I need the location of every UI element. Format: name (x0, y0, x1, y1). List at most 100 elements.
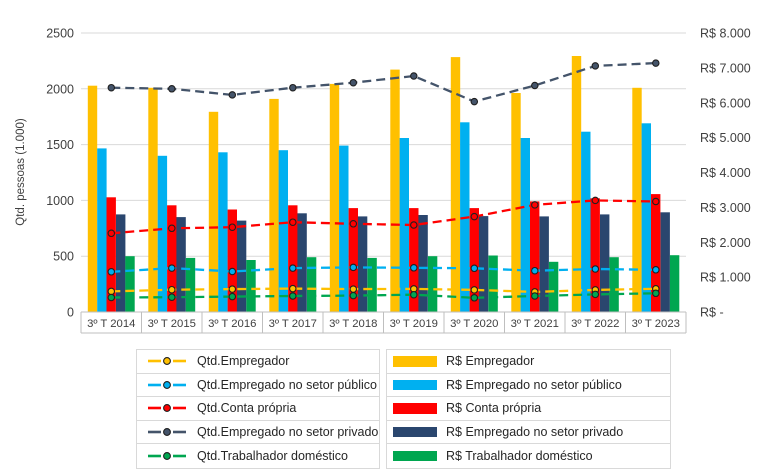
data-point-marker (531, 81, 539, 90)
bar (469, 208, 479, 312)
bar (669, 255, 680, 312)
data-point-marker (107, 287, 116, 296)
data-point-marker (349, 220, 358, 228)
bar (329, 83, 340, 313)
x-axis-category-label: 3º T 2017 (269, 318, 317, 330)
bar (269, 98, 279, 313)
bar (571, 56, 582, 312)
bar (218, 152, 228, 312)
legend-item: R$ Trabalhador doméstico (387, 444, 670, 468)
x-axis-category-label: 3º T 2020 (450, 318, 498, 330)
x-axis-category-label: 3º T 2019 (390, 318, 438, 330)
legend-color-swatch-icon (393, 426, 437, 438)
data-point-marker (652, 197, 660, 206)
data-point-marker (470, 264, 479, 273)
legend-item: R$ Empregado no setor privado (387, 421, 670, 445)
data-point-marker (410, 290, 418, 299)
bar (418, 215, 428, 312)
data-point-marker (591, 196, 600, 205)
bar (357, 216, 368, 312)
legend-line-marker-icon (148, 357, 186, 366)
bar (148, 87, 158, 312)
bar (450, 57, 461, 312)
x-axis-category-label: 3º T 2015 (148, 318, 196, 330)
data-line (111, 61, 656, 103)
data-line (111, 292, 656, 299)
bar (600, 214, 610, 312)
bar (539, 216, 549, 312)
bar (227, 209, 237, 312)
right-axis-tick-label: R$ 2.000 (700, 236, 751, 250)
bar (660, 212, 670, 312)
legend-label: R$ Empregador (446, 354, 535, 369)
bar (157, 155, 168, 312)
legend-line-series: Qtd.Empregador Qtd.Empregado no setor púb… (136, 349, 380, 469)
data-point-marker (289, 218, 297, 226)
bar (278, 150, 288, 312)
left-axis-tick-label: 500 (53, 250, 74, 264)
bar (236, 220, 247, 312)
left-axis-tick-label: 2000 (46, 82, 74, 96)
legend-color-swatch-icon (393, 403, 437, 414)
data-point-marker (107, 83, 116, 92)
legend-color-swatch-icon (393, 379, 437, 391)
bar (246, 260, 256, 312)
legend-color-swatch-icon (393, 450, 437, 462)
right-axis-tick-label: R$ 5.000 (700, 131, 751, 145)
data-point-marker (168, 285, 176, 294)
legend-label: Qtd.Trabalhador doméstico (197, 449, 349, 464)
data-point-marker (107, 229, 116, 238)
data-point-marker (168, 293, 176, 301)
data-line (111, 287, 656, 294)
legend-item: Qtd.Empregado no setor privado (137, 421, 379, 445)
right-axis-tick-label: R$ 7.000 (700, 61, 751, 75)
bar (651, 194, 661, 312)
bar (632, 87, 642, 312)
data-point-marker (470, 286, 479, 294)
x-axis-category-label: 3º T 2021 (511, 318, 559, 330)
data-point-marker (289, 292, 297, 300)
data-point-marker (531, 201, 539, 209)
legend-label: R$ Empregado no setor público (446, 377, 622, 392)
data-point-marker (349, 263, 358, 272)
data-point-marker (652, 289, 660, 298)
legend-item: Qtd.Empregado no setor público (137, 374, 379, 398)
legend-line-marker-icon (148, 404, 186, 413)
data-point-marker (410, 264, 418, 272)
data-point-marker (228, 292, 237, 301)
right-axis-tick-label: R$ 6.000 (700, 96, 751, 110)
data-point-marker (591, 290, 600, 299)
left-axis-title: Qtd. pessoas (1.000) (15, 118, 27, 226)
legend-item: Qtd.Empregador (137, 350, 379, 374)
legend-item: Qtd.Conta própria (137, 397, 379, 421)
bar (548, 261, 559, 312)
bar (297, 213, 307, 312)
legend-item: Qtd.Trabalhador doméstico (137, 444, 379, 468)
legend-color-swatch-icon (393, 356, 437, 367)
bar (116, 214, 126, 312)
bar (306, 257, 317, 312)
legend-label: R$ Trabalhador doméstico (446, 449, 593, 464)
legend-item: R$ Conta própria (387, 397, 670, 421)
bar (488, 255, 498, 312)
bar (520, 138, 530, 312)
data-point-marker (652, 266, 660, 274)
data-point-marker (591, 62, 600, 70)
legend-label: R$ Conta própria (446, 401, 542, 416)
data-point-marker (289, 83, 297, 92)
data-point-marker (470, 294, 479, 302)
data-point-marker (289, 284, 297, 293)
data-point-marker (289, 264, 297, 272)
right-axis-tick-label: R$ 4.000 (700, 166, 751, 180)
bar (208, 111, 219, 312)
data-point-marker (349, 285, 358, 293)
bar (530, 201, 540, 312)
right-axis-tick-label: R$ - (700, 306, 724, 320)
bar (427, 256, 438, 312)
left-axis-tick-label: 1500 (46, 138, 74, 152)
legend-label: Qtd.Conta própria (197, 401, 297, 416)
data-point-marker (228, 223, 237, 231)
bar (581, 131, 591, 312)
data-point-marker (228, 267, 237, 276)
